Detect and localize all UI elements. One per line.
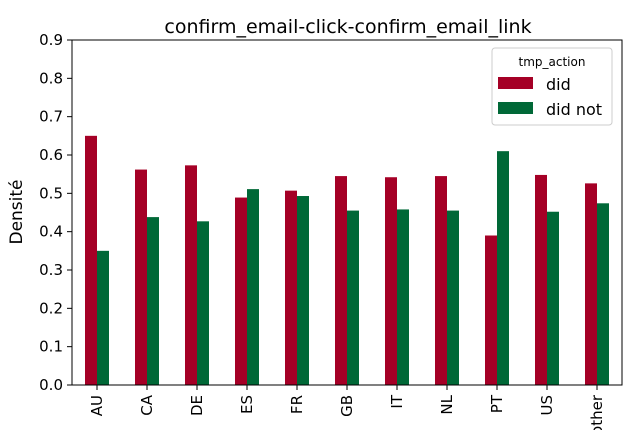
y-tick-label: 0.7 <box>39 108 63 126</box>
x-tick-label: DE <box>188 395 206 416</box>
y-tick-label: 0.6 <box>39 146 63 164</box>
legend-swatch-did <box>498 77 533 89</box>
x-tick-label: other <box>588 394 606 430</box>
x-tick-label: CA <box>138 394 156 415</box>
bar-did-PT <box>485 235 497 385</box>
y-tick-label: 0.8 <box>39 69 63 87</box>
y-tick-label: 0.0 <box>39 376 63 394</box>
bar-did-not-DE <box>197 221 209 385</box>
y-tick-label: 0.9 <box>39 31 63 49</box>
bar-did-other <box>585 183 597 385</box>
x-tick-label: PT <box>488 394 506 413</box>
x-tick-label: AU <box>88 395 106 416</box>
bar-did-not-GB <box>347 210 359 385</box>
bar-did-IT <box>385 177 397 385</box>
y-axis-label: Densité <box>7 179 27 244</box>
bar-did-not-FR <box>297 196 309 385</box>
bar-did-ES <box>235 197 247 385</box>
bar-did-not-AU <box>97 250 109 385</box>
legend-title: tmp_action <box>519 55 586 69</box>
y-tick-label: 0.5 <box>39 184 63 202</box>
x-tick-label: FR <box>288 395 306 414</box>
bar-did-not-CA <box>147 217 159 385</box>
bar-did-GB <box>335 176 347 385</box>
bar-did-AU <box>85 135 97 385</box>
bar-did-not-US <box>547 211 559 385</box>
plot-area: 0.0 0.1 0.2 0.3 0.4 0.5 0.6 0.7 0.8 0.9 AU CA DE ES FR… <box>39 31 623 430</box>
y-tick-label: 0.1 <box>39 338 63 356</box>
y-tick-label: 0.3 <box>39 261 63 279</box>
legend-label-did: did <box>546 75 571 94</box>
bar-did-DE <box>185 165 197 385</box>
legend-swatch-did-not <box>498 102 533 114</box>
bar-did-US <box>535 174 547 385</box>
bar-did-CA <box>135 169 147 385</box>
legend-label-did-not: did not <box>546 100 602 119</box>
chart-title: confirm_email-click-confirm_email_link <box>164 16 531 38</box>
x-tick-label: GB <box>338 395 356 417</box>
y-tick-label: 0.4 <box>39 223 63 241</box>
bar-did-not-IT <box>397 209 409 385</box>
bar-did-not-ES <box>247 189 259 385</box>
bar-did-not-PT <box>497 151 509 385</box>
y-tick-label: 0.2 <box>39 299 63 317</box>
bar-did-NL <box>435 176 447 385</box>
x-tick-label: IT <box>388 394 406 408</box>
x-tick-label: US <box>538 395 556 416</box>
x-tick-label: NL <box>438 394 456 414</box>
bar-did-not-NL <box>447 210 459 385</box>
bar-did-not-other <box>597 203 609 385</box>
x-tick-label: ES <box>238 395 256 414</box>
bar-did-FR <box>285 190 297 385</box>
legend: tmp_action did did not <box>491 47 613 126</box>
